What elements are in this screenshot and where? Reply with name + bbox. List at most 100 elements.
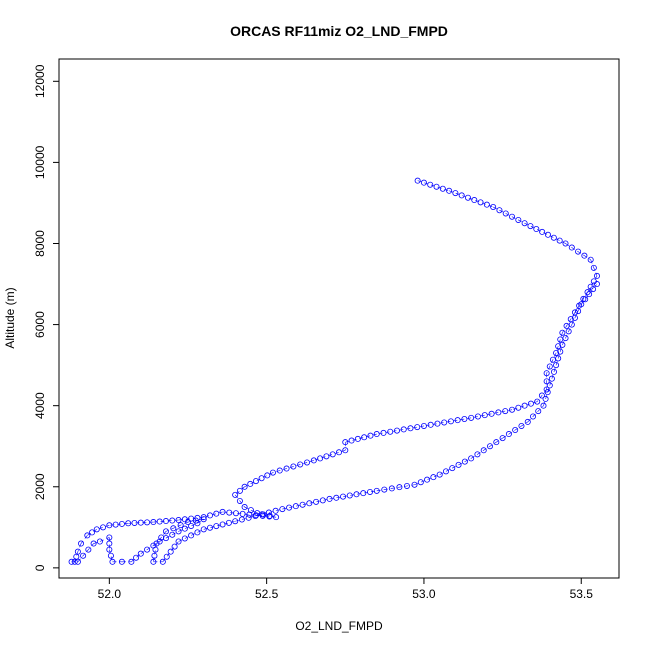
data-point xyxy=(546,382,553,389)
data-point xyxy=(169,531,176,538)
data-point xyxy=(555,355,562,362)
x-tick-label: 52.5 xyxy=(255,587,279,601)
trace-segment xyxy=(470,437,503,459)
data-point xyxy=(582,296,589,303)
data-point xyxy=(539,228,546,235)
data-point xyxy=(333,494,340,501)
data-point xyxy=(590,264,597,271)
data-point xyxy=(188,522,195,529)
data-point xyxy=(455,461,462,468)
data-point xyxy=(578,301,585,308)
data-point xyxy=(329,451,336,458)
data-point xyxy=(137,550,144,557)
x-tick-label: 53.5 xyxy=(570,587,594,601)
data-point xyxy=(241,483,248,490)
x-tick-label: 52.0 xyxy=(98,587,122,601)
data-point xyxy=(474,413,481,420)
data-point xyxy=(550,234,557,241)
data-point xyxy=(550,368,557,375)
trace-segment xyxy=(423,417,472,427)
data-point xyxy=(346,492,353,499)
data-point xyxy=(542,395,549,402)
data-point xyxy=(543,378,550,385)
data-point xyxy=(306,500,313,507)
data-point xyxy=(496,207,503,214)
data-point xyxy=(548,375,555,382)
data-point xyxy=(480,447,487,454)
chart-title: ORCAS RF11miz O2_LND_FMPD xyxy=(230,23,448,39)
data-point xyxy=(499,435,506,442)
trace-segment xyxy=(527,405,544,423)
data-point xyxy=(427,421,434,428)
data-point xyxy=(133,554,140,561)
data-point xyxy=(258,475,265,482)
data-point xyxy=(436,471,443,478)
data-point xyxy=(557,348,564,355)
trace-segment xyxy=(511,401,538,411)
data-point xyxy=(458,192,465,199)
data-point xyxy=(417,479,424,486)
data-point xyxy=(360,490,367,497)
data-point xyxy=(207,512,214,519)
data-point xyxy=(553,349,560,356)
data-point xyxy=(73,553,80,560)
trace-segment xyxy=(77,543,82,552)
data-point xyxy=(272,507,279,514)
y-tick-label: 2000 xyxy=(33,473,47,500)
data-point xyxy=(144,519,151,526)
data-point xyxy=(107,552,114,559)
data-point xyxy=(162,528,169,535)
data-point xyxy=(151,552,158,559)
data-point xyxy=(354,435,361,442)
data-point xyxy=(361,434,368,441)
data-point xyxy=(276,467,283,474)
data-point xyxy=(252,478,259,485)
data-point xyxy=(535,408,542,415)
data-point xyxy=(487,443,494,450)
data-point xyxy=(71,558,78,565)
data-point xyxy=(279,506,286,513)
trace-segment xyxy=(109,549,113,562)
data-point xyxy=(540,402,547,409)
data-point xyxy=(150,519,157,526)
data-point xyxy=(477,199,484,206)
data-point xyxy=(200,514,207,521)
data-point xyxy=(524,418,531,425)
trace-segment xyxy=(313,449,346,461)
data-point xyxy=(74,548,81,555)
data-point xyxy=(565,328,572,335)
data-point xyxy=(449,465,456,472)
data-point xyxy=(586,291,593,298)
data-point xyxy=(568,321,575,328)
data-point xyxy=(512,427,519,434)
data-point xyxy=(509,406,516,413)
data-point xyxy=(342,447,349,454)
trace-segment xyxy=(546,352,557,374)
data-point xyxy=(89,529,96,536)
trace-segment xyxy=(417,180,450,192)
data-point xyxy=(430,474,437,481)
data-point xyxy=(515,404,522,411)
data-point xyxy=(177,522,184,529)
x-axis: 52.0 52.5 53.0 53.5 xyxy=(98,578,594,601)
data-point xyxy=(156,518,163,525)
data-point xyxy=(153,540,160,547)
data-point xyxy=(373,431,380,438)
trace-segment xyxy=(93,541,100,544)
trace-segment xyxy=(329,490,377,500)
data-point xyxy=(304,459,311,466)
data-point xyxy=(175,528,182,535)
data-point xyxy=(396,484,403,491)
trace-segment xyxy=(244,472,274,488)
data-point xyxy=(170,525,177,532)
data-point xyxy=(388,485,395,492)
trace-segment xyxy=(203,511,223,518)
trace-segment xyxy=(131,553,141,563)
trace-segment xyxy=(571,304,582,325)
trace-segment xyxy=(272,460,314,473)
data-point xyxy=(593,281,600,288)
trace-segment xyxy=(376,425,424,435)
data-point xyxy=(495,409,502,416)
data-point xyxy=(252,513,259,520)
